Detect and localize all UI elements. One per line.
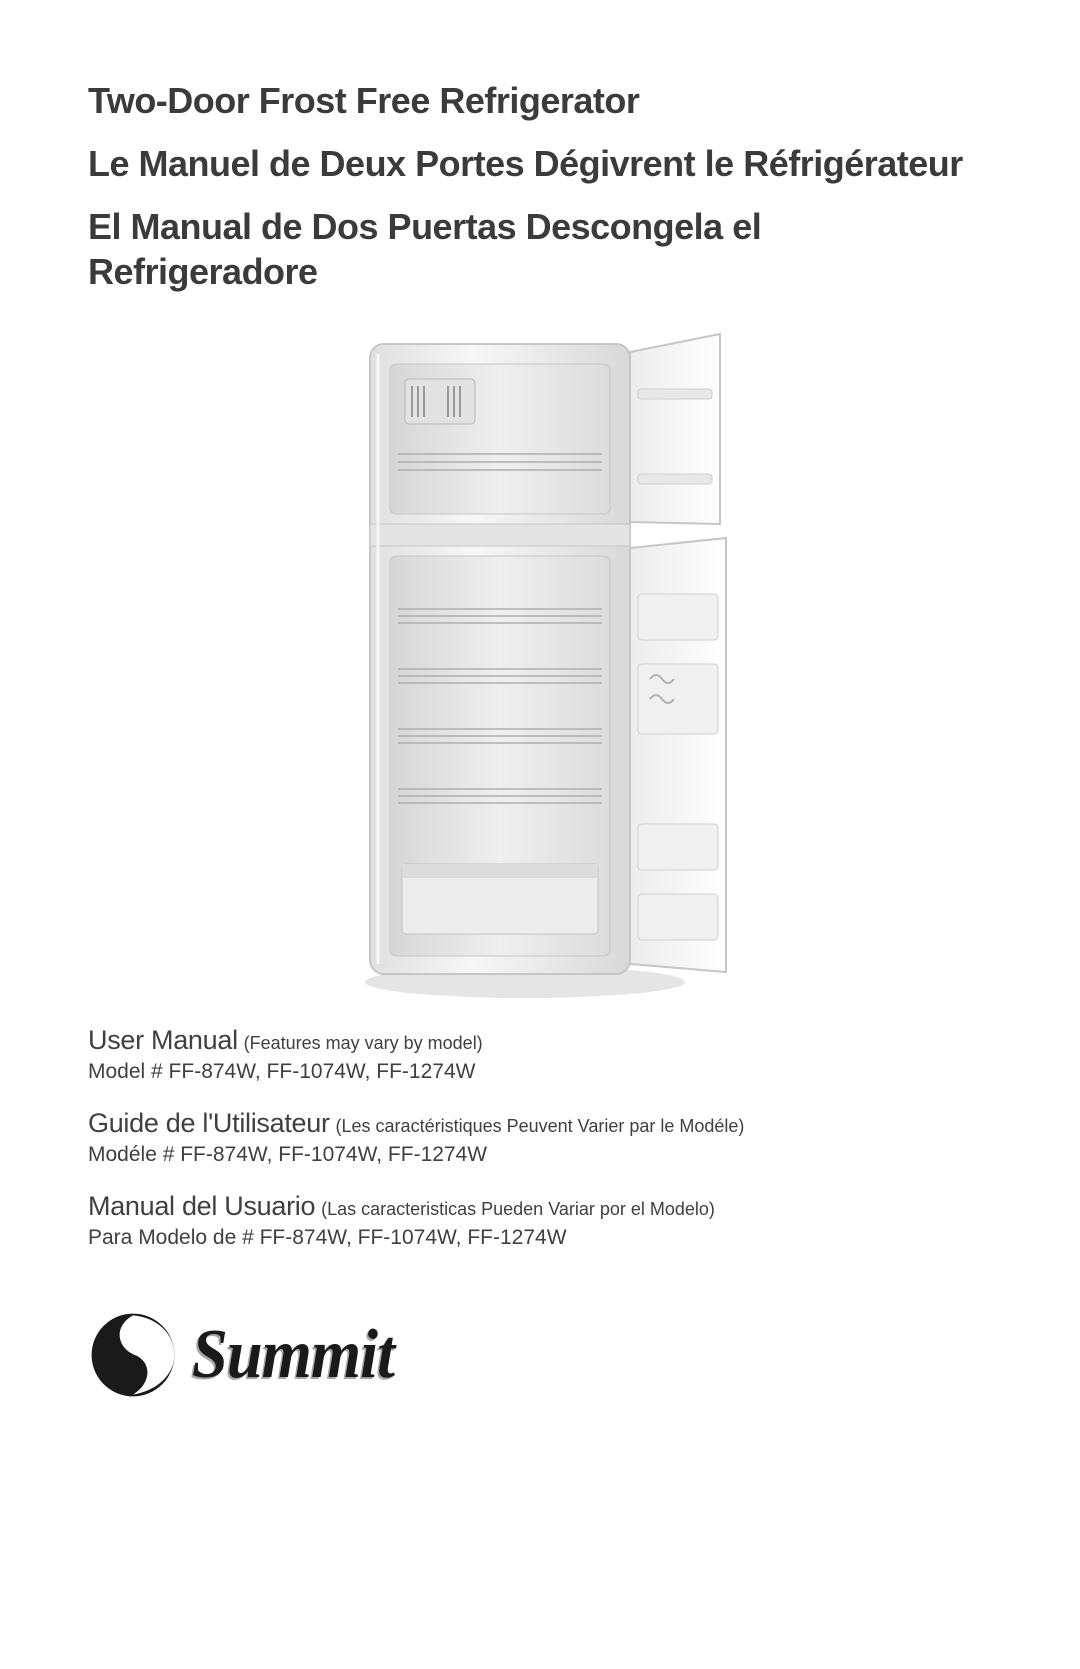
section-es: Manual del Usuario (Las caracteristicas … (88, 1188, 992, 1253)
page: Two-Door Frost Free Refrigerator Le Manu… (0, 0, 1080, 1460)
brand-logo: Summit (88, 1310, 992, 1400)
lead-en: User Manual (88, 1025, 238, 1055)
models-es: Para Modelo de # FF-874W, FF-1074W, FF-1… (88, 1226, 567, 1249)
paren-es: (Las caracteristicas Pueden Variar por e… (321, 1199, 715, 1219)
headline-fr: Le Manuel de Deux Portes Dégivrent le Ré… (88, 141, 992, 186)
models-en: Model # FF-874W, FF-1074W, FF-1274W (88, 1060, 475, 1083)
lead-es: Manual del Usuario (88, 1191, 315, 1221)
headline-es: El Manual de Dos Puertas Descongela el R… (88, 204, 992, 294)
product-image (88, 324, 992, 1004)
section-fr: Guide de l'Utilisateur (Les caractéristi… (88, 1105, 992, 1170)
lead-fr: Guide de l'Utilisateur (88, 1108, 330, 1138)
section-en: User Manual (Features may vary by model)… (88, 1022, 992, 1087)
paren-en: (Features may vary by model) (244, 1033, 483, 1053)
summit-wordmark: Summit (192, 1315, 394, 1395)
summit-mark-icon (88, 1310, 178, 1400)
paren-fr: (Les caractéristiques Peuvent Varier par… (336, 1116, 745, 1136)
headline-en: Two-Door Frost Free Refrigerator (88, 78, 992, 123)
models-fr: Modéle # FF-874W, FF-1074W, FF-1274W (88, 1143, 487, 1166)
